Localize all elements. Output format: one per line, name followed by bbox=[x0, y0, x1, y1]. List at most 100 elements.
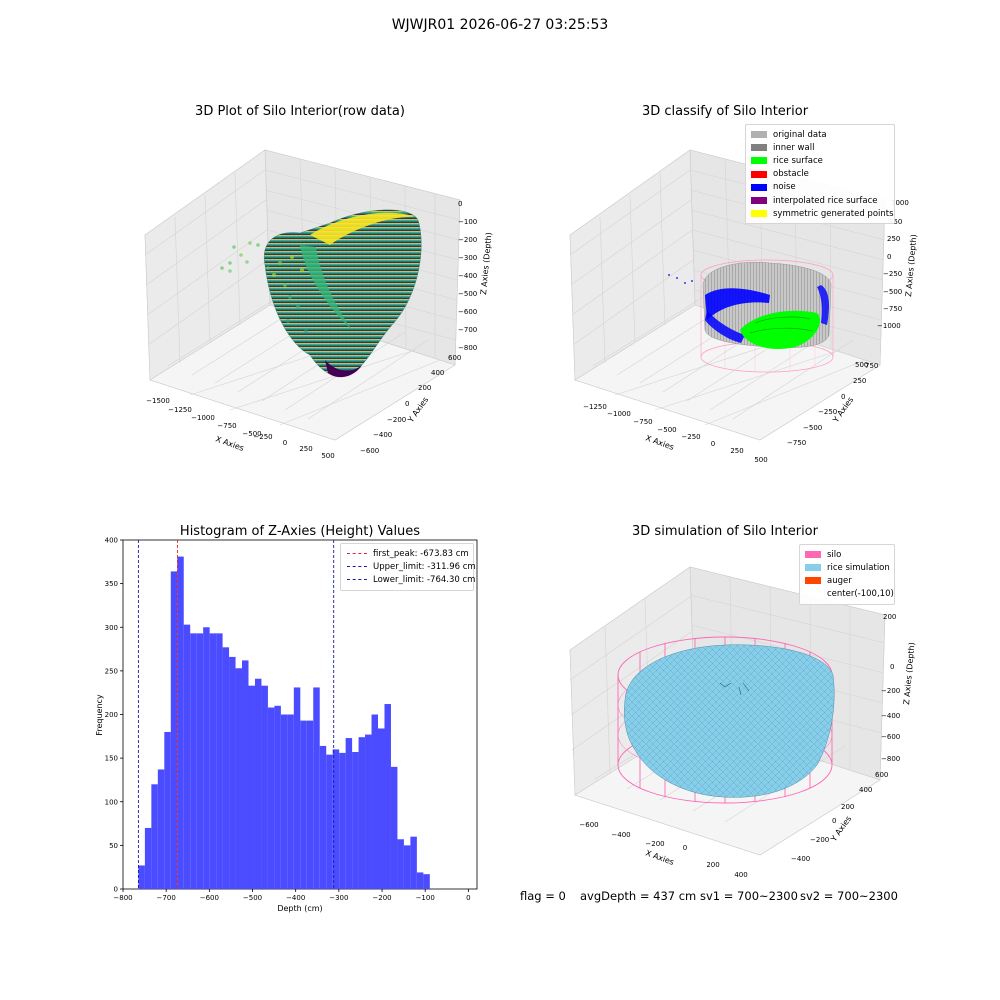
histogram-y-tick-label: 300 bbox=[105, 624, 118, 632]
histogram-bar bbox=[280, 714, 288, 889]
histogram-bar bbox=[403, 845, 411, 889]
histogram-bar bbox=[371, 714, 379, 889]
raw-y-tick: 0 bbox=[405, 400, 409, 408]
rice-simulation-surface bbox=[624, 644, 835, 798]
legend-swatch bbox=[805, 551, 821, 559]
simulation-x-ticks: −600 −400 −200 0 200 400 bbox=[579, 821, 747, 879]
histogram-x-tick-label: −800 bbox=[113, 894, 132, 902]
simulation-y-tick: 400 bbox=[859, 786, 872, 794]
raw-z-tick: −300 bbox=[458, 254, 477, 262]
legend-label: interpolated rice surface bbox=[773, 195, 878, 206]
raw-x-tick: 0 bbox=[283, 439, 287, 447]
histogram-bar bbox=[352, 752, 359, 889]
histogram-bar bbox=[293, 687, 301, 889]
plot-title-raw: 3D Plot of Silo Interior(row data) bbox=[195, 104, 405, 119]
raw-y-ticks: −600 −400 −200 0 200 400 600 bbox=[360, 354, 461, 455]
legend-label: original data bbox=[773, 129, 827, 140]
avg-depth-status: avgDepth = 437 cm bbox=[580, 889, 697, 903]
raw-y-tick: 400 bbox=[431, 369, 444, 377]
classify-x-tick: −1250 bbox=[583, 403, 607, 411]
histogram-bar bbox=[326, 754, 333, 889]
classify-x-tick: −1000 bbox=[607, 410, 631, 418]
simulation-z-label: Z Axies (Depth) bbox=[902, 642, 916, 705]
raw-y-tick: 600 bbox=[448, 354, 461, 362]
raw-y-tick: −200 bbox=[387, 416, 406, 424]
raw-y-tick: 200 bbox=[418, 384, 431, 392]
histogram-chart: −800 −700 −600 −500 −400 −300 −200 −100 0 0 50 100… bbox=[95, 537, 478, 913]
classify-x-label: X Axies bbox=[644, 433, 675, 452]
raw-z-tick: −800 bbox=[458, 344, 477, 352]
simulation-y-tick: −200 bbox=[810, 836, 829, 844]
classify-x-tick: 250 bbox=[730, 447, 743, 455]
classify-y-tick: −250 bbox=[818, 408, 837, 416]
histogram-legend: first_peak: -673.83 cm Upper_limit: -311… bbox=[340, 543, 476, 591]
plot-title-histogram: Histogram of Z-Axies (Height) Values bbox=[179, 524, 421, 539]
histogram-bar bbox=[423, 874, 430, 889]
simulation-x-tick: 200 bbox=[706, 861, 719, 869]
simulation-z-tick: −200 bbox=[881, 687, 900, 695]
simulation-x-tick: −400 bbox=[611, 831, 630, 839]
histogram-bar bbox=[319, 745, 327, 889]
classify-z-tick: 0 bbox=[887, 253, 891, 261]
classify-z-tick: 750 bbox=[889, 218, 902, 226]
histogram-y-tick-label: 0 bbox=[114, 886, 118, 894]
raw-x-tick: −250 bbox=[253, 433, 272, 441]
histogram-bar bbox=[209, 633, 217, 889]
raw-z-tick: −700 bbox=[458, 326, 477, 334]
histogram-y-tick-label: 350 bbox=[105, 580, 118, 588]
classify-y-tick: 250 bbox=[853, 377, 866, 385]
raw-x-tick: 500 bbox=[321, 452, 334, 460]
raw-data-3d-plot: −1500 −1250 −1000 −750 −500 −250 0 250 5… bbox=[144, 149, 493, 460]
legend-swatch bbox=[751, 210, 767, 218]
legend-label: first_peak: -673.83 cm bbox=[373, 548, 469, 559]
classify-legend: original data inner wall rice surface ob… bbox=[745, 124, 895, 225]
classify-x-ticks: −1250 −1000 −750 −500 −250 0 250 500 bbox=[583, 403, 768, 464]
raw-x-tick: 250 bbox=[299, 445, 312, 453]
simulation-y-tick: −400 bbox=[791, 855, 810, 863]
legend-label: auger bbox=[827, 575, 852, 586]
classify-z-tick: −1000 bbox=[877, 322, 901, 330]
legend-entry-center: center(-100,10) bbox=[805, 588, 894, 601]
histogram-bar bbox=[397, 839, 404, 889]
legend-label: rice simulation bbox=[827, 562, 890, 573]
classify-z-tick: −250 bbox=[883, 270, 902, 278]
legend-entry-auger: auger bbox=[805, 574, 889, 587]
classify-y-ticks: −750 −500 −250 0 250 500 750 bbox=[787, 361, 878, 447]
classify-z-tick: −750 bbox=[883, 305, 902, 313]
classify-x-tick: −750 bbox=[633, 418, 652, 426]
simulation-y-tick: 200 bbox=[841, 803, 854, 811]
histogram-bar bbox=[248, 685, 255, 889]
histogram-x-tick-label: −300 bbox=[329, 894, 348, 902]
raw-point-cloud bbox=[220, 209, 422, 378]
legend-swatch bbox=[751, 131, 767, 139]
raw-z-tick: −200 bbox=[458, 236, 477, 244]
plot-title-simulation: 3D simulation of Silo Interior bbox=[632, 524, 818, 539]
legend-entry-rice-surface: rice surface bbox=[751, 154, 889, 167]
raw-z-tick: 0 bbox=[458, 200, 462, 208]
histogram-bar bbox=[332, 749, 340, 889]
plot-title-classify: 3D classify of Silo Interior bbox=[641, 104, 809, 119]
simulation-z-ticks: 200 0 −200 −400 −600 −800 bbox=[881, 613, 900, 763]
histogram-y-label: Frequency bbox=[95, 694, 104, 736]
histogram-x-ticks: −800 −700 −600 −500 −400 −300 −200 −100 0 bbox=[113, 889, 471, 902]
legend-entry-lower-limit: Lower_limit: -764.30 cm bbox=[347, 573, 475, 586]
histogram-x-tick-label: −500 bbox=[243, 894, 262, 902]
classify-y-tick: 0 bbox=[841, 393, 845, 401]
legend-entry-symmetric-generated-points: symmetric generated points bbox=[751, 207, 894, 220]
histogram-x-tick-label: −100 bbox=[416, 894, 435, 902]
simulation-x-label: X Axies bbox=[644, 848, 675, 867]
legend-entry-interpolated-rice-surface: interpolated rice surface bbox=[751, 194, 889, 207]
simulation-y-tick: 600 bbox=[875, 771, 888, 779]
auger-mark bbox=[719, 682, 750, 696]
legend-line-blue bbox=[347, 566, 367, 568]
classify-y-tick: −750 bbox=[787, 439, 806, 447]
histogram-bar bbox=[300, 720, 307, 889]
legend-label: obstacle bbox=[773, 169, 809, 180]
classify-y-tick: 750 bbox=[865, 362, 878, 370]
raw-x-tick: −1500 bbox=[146, 397, 170, 405]
histogram-bar bbox=[267, 707, 275, 889]
raw-x-tick: −750 bbox=[217, 422, 236, 430]
simulation-3d-plot: −600 −400 −200 0 200 400 X Axies −400 −2… bbox=[569, 566, 916, 879]
simulation-x-tick: 0 bbox=[683, 844, 687, 852]
histogram-x-label: Depth (cm) bbox=[277, 904, 322, 913]
